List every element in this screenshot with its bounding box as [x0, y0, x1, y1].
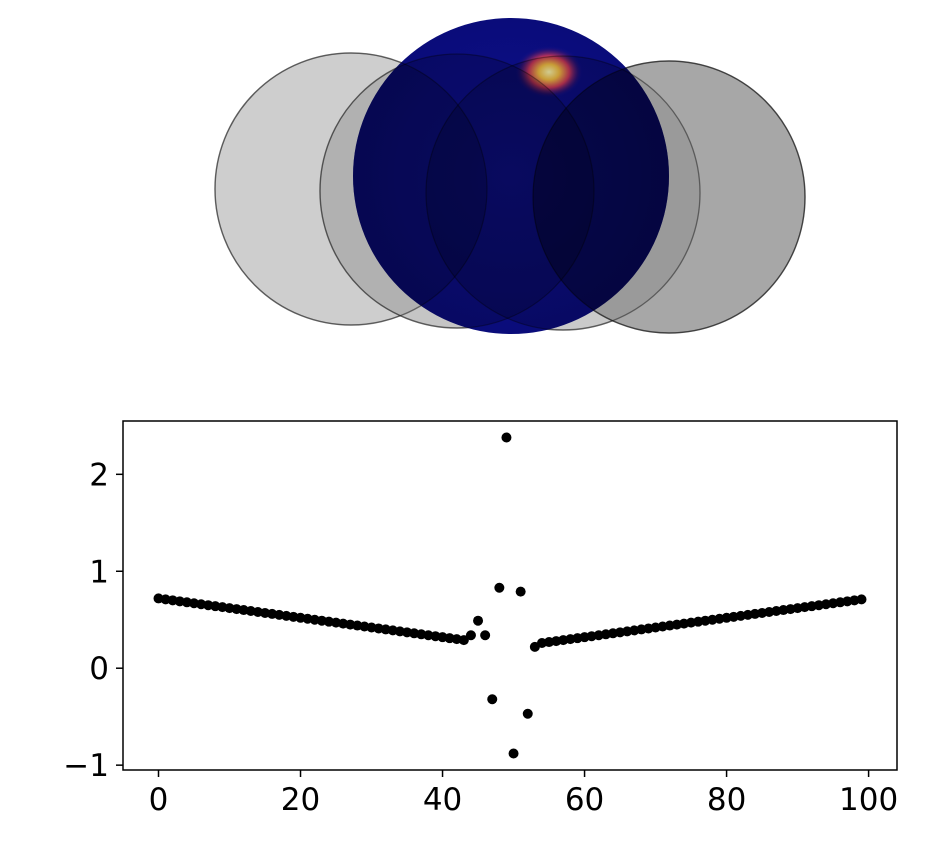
x-tick-label: 80 [707, 782, 746, 818]
scatter-point [515, 586, 526, 597]
x-tick-label: 40 [423, 782, 462, 818]
scatter-point [487, 694, 498, 705]
heatmap-disc [214, 18, 806, 334]
scatter-point [501, 432, 512, 443]
y-axis-ticks: −1 0 1 2 [63, 457, 123, 784]
x-tick-label: 60 [565, 782, 604, 818]
scatter-point [494, 582, 505, 593]
overlapping-circles-panel [214, 18, 806, 334]
scatter-points [153, 432, 867, 759]
y-tick-label: 0 [89, 651, 109, 687]
scatter-point [480, 630, 491, 641]
plot-frame [122, 420, 898, 771]
y-tick-label: −1 [63, 748, 109, 784]
x-axis-ticks: 0 20 40 60 80 100 [149, 770, 898, 818]
heatmap-hot-spot [515, 46, 583, 98]
y-tick-label: 1 [89, 554, 109, 590]
scatter-point [465, 630, 476, 641]
y-tick-label: 2 [89, 457, 109, 493]
scatter-point [856, 594, 867, 605]
x-tick-label: 0 [149, 782, 169, 818]
scatter-plot: 0 20 40 60 80 100 −1 0 1 2 [63, 420, 898, 818]
scatter-point [508, 748, 519, 759]
x-tick-label: 20 [281, 782, 320, 818]
scatter-point [522, 708, 533, 719]
scatter-point [458, 635, 469, 646]
x-tick-label: 100 [839, 782, 898, 818]
scatter-point [473, 615, 484, 626]
